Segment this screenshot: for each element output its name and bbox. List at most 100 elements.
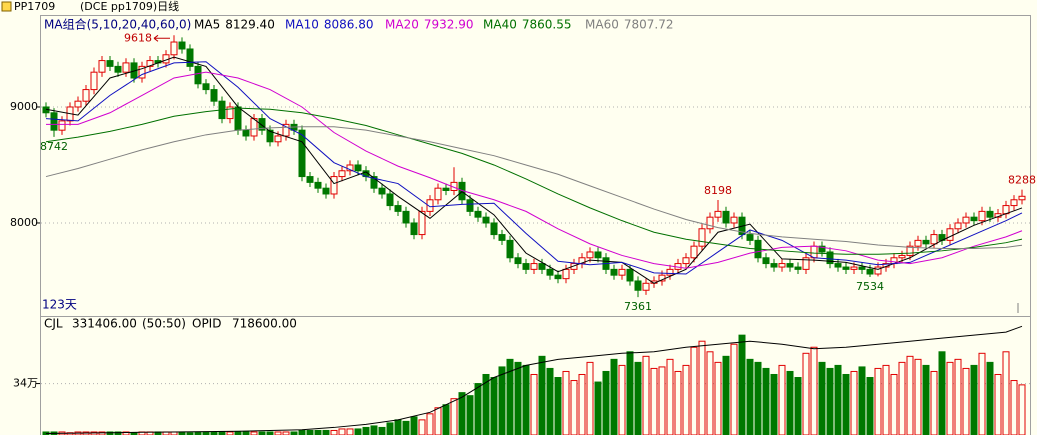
icon[interactable] [1,1,12,12]
volume-bar [650,367,658,435]
candle-body [98,60,106,73]
volume-bar [978,352,986,435]
candle-body [842,266,850,270]
candle-body [90,71,98,91]
candle-body [826,251,834,265]
candle-body [946,228,954,241]
candle-body [274,135,282,143]
volume-bar [994,373,1002,435]
candle-body [538,263,546,270]
volume-bar [106,431,114,435]
symbol: PP1709 [14,0,55,13]
candle-body [530,263,538,270]
candle-body [322,187,330,195]
candle-body [866,268,874,275]
candle-body [802,257,810,270]
volume-bar [634,361,642,435]
volume-bar [426,413,434,435]
volume-bar [554,377,562,435]
volume-bar [442,404,450,435]
volume-bar [850,370,858,435]
opid-line [45,325,1023,434]
volume-bar [250,431,258,435]
high-label: 8288 [1008,174,1036,187]
candle-body [546,268,554,276]
volume-bar [858,366,866,435]
volume-bar [730,343,738,435]
volume-bar [226,431,234,435]
volume-bar [642,355,650,435]
volume-bar [810,346,818,435]
ma-line [45,61,1023,275]
candle-body [74,100,82,108]
volume-bar [578,373,586,435]
candle-body [818,245,826,253]
volume-bar [370,425,378,435]
volume-bar [234,431,242,435]
volume-bar [738,334,746,435]
volume-bar [882,364,890,435]
volume-bar [562,370,570,435]
volume-bar [522,364,530,435]
ma-line [46,71,1023,269]
candle-body [914,239,922,247]
volume-bar [458,392,466,435]
volume-bar [938,351,946,435]
candle-body [138,65,146,79]
legend-value: 7932.90 [424,18,474,32]
candle-body [690,245,698,259]
volume-bar [610,358,618,435]
candle-body [338,170,346,178]
volume-bar [746,358,754,435]
volume-name: CJL [44,317,63,331]
candle-body [930,234,938,245]
candle-body [626,268,634,282]
volume-bar [490,377,498,435]
candle-body [482,216,490,224]
volume-bar [346,428,354,435]
volume-bar [434,407,442,435]
volume-bar [722,355,730,435]
opid-last: 718600.00 [232,317,297,331]
volume-bar [714,361,722,435]
candle-body [850,266,858,270]
candle-body [386,193,394,207]
candle-body [122,62,130,73]
legend-value: 8129.40 [225,18,275,32]
volume-bar [418,419,426,435]
candle-body [682,257,690,265]
opid-name: OPID [192,317,221,331]
candle-body [418,210,426,236]
y-tick-label: 34万 [13,377,38,390]
candle-body [834,263,842,268]
legend-name: MA60 [585,18,619,32]
low-label: 7534 [856,280,884,293]
candle-body [714,210,722,218]
y-tick-label: 8000 [10,216,38,229]
candle-body [778,263,786,268]
candle-body [82,89,90,102]
candle-body [330,176,338,195]
volume-bar [338,428,346,435]
candle-body [522,263,530,270]
legend-value: 8086.80 [324,18,374,32]
legend-name: MA20 [385,18,419,32]
volume-bar [770,373,778,435]
candle-body [706,216,714,230]
volume-bar [546,367,554,435]
volume-bar [450,398,458,435]
candle-body [666,268,674,276]
candle-body [970,216,978,222]
candle-body [314,181,322,189]
volume-bar [114,431,122,435]
candle-body [762,257,770,265]
volume-bar [274,431,282,435]
candle-body [306,176,314,183]
candle-body [402,210,410,224]
candle-body [106,60,114,67]
candle-body [354,164,362,172]
candle-body [258,118,266,131]
volume-bar [970,364,978,435]
volume-bar [874,367,882,435]
volume-bar [914,358,922,435]
